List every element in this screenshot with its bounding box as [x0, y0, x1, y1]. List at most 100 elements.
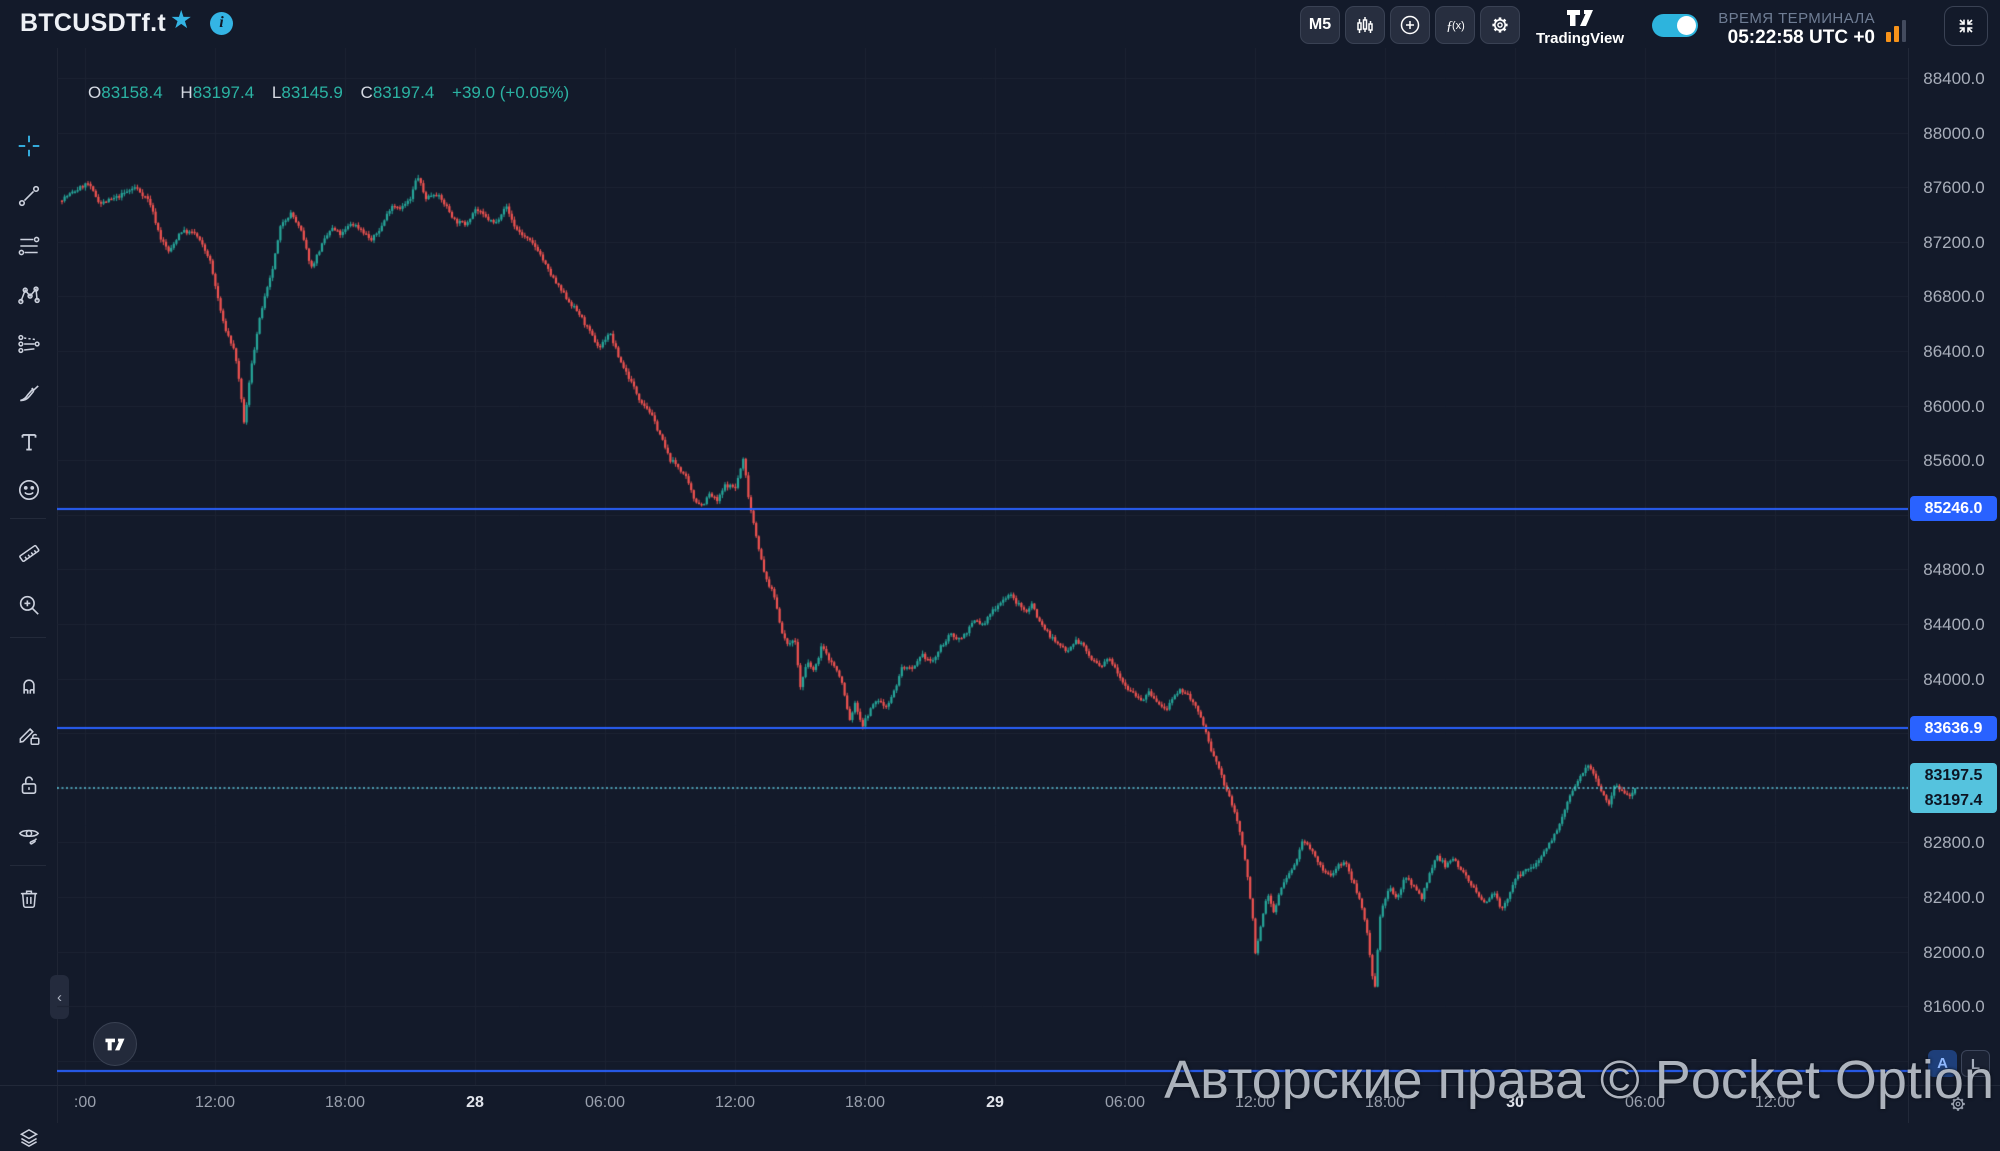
object-tree-icon[interactable] [16, 1125, 42, 1151]
symbol-title[interactable]: BTCUSDTf.t [20, 9, 167, 37]
ohlc-low-label: L [271, 83, 282, 102]
ohlc-high-label: H [180, 83, 193, 102]
info-icon[interactable]: i [210, 12, 233, 35]
time-tick-label: 30 [1506, 1094, 1524, 1111]
svg-text:(x): (x) [1452, 20, 1465, 32]
brush-icon[interactable] [16, 380, 42, 406]
time-axis[interactable]: :00 12:00 18:00 28 06:00 12:00 18:00 29 06:00 12:… [0, 1085, 2000, 1123]
candles-icon [1357, 17, 1373, 33]
ohlc-low-value: 83145.9 [281, 83, 343, 102]
toggle-knob [1677, 16, 1696, 35]
price-tick-label: 84000.0 [1923, 669, 1985, 689]
zoom-in-icon[interactable] [16, 592, 42, 618]
auto-scale-button[interactable]: A [1928, 1050, 1957, 1077]
ohlc-open-value: 83158.4 [101, 83, 163, 102]
settings-button[interactable] [1480, 6, 1520, 44]
ohlc-close-label: C [360, 83, 373, 102]
tradingview-label: TradingView [1535, 30, 1625, 47]
price-tick-label: 87600.0 [1923, 178, 1985, 198]
horizontal-lines-icon[interactable] [16, 233, 42, 259]
chart-type-button[interactable] [1345, 6, 1385, 44]
copyright-watermark: Авторские права © Pocket Option [1164, 1050, 1994, 1110]
level-price-label[interactable]: 85246.0 [1910, 496, 1997, 522]
current-price-label: 83197.5 83197.4 [1910, 763, 1997, 814]
drawing-toolbar [0, 48, 58, 1147]
collapse-arrows-icon [1959, 19, 1973, 33]
tradingview-logo[interactable]: TradingView [1528, 8, 1632, 47]
time-tick-label: 12:00 [1754, 1094, 1796, 1111]
price-tick-label: 85600.0 [1923, 451, 1985, 471]
tradingview-icon [1567, 10, 1593, 26]
ohlc-open-label: O [88, 83, 102, 102]
price-tick-label: 82000.0 [1923, 942, 1985, 962]
hide-drawings-icon[interactable] [16, 822, 42, 848]
terminal-time-label: ВРЕМЯ ТЕРМИНАЛА [1718, 10, 1875, 27]
price-tick-label: 86400.0 [1923, 342, 1985, 361]
indicators-button[interactable]: ƒ (x) [1435, 6, 1475, 44]
add-symbol-button[interactable] [1390, 6, 1430, 44]
lock-all-icon[interactable] [16, 772, 42, 798]
ohlc-high-value: 83197.4 [192, 83, 255, 102]
bid-price: 83197.4 [1924, 792, 1983, 810]
ohlc-change-value: +39.0 (+0.05%) [452, 83, 570, 102]
magnet-icon[interactable] [16, 672, 42, 698]
price-tick-label: 86800.0 [1923, 287, 1985, 307]
time-tick-label: :00 [73, 1094, 97, 1111]
price-axis[interactable]: 88400.0 88000.0 87600.0 87200.0 86800.0 86400… [1908, 48, 2000, 1085]
time-tick-label: 18:00 [324, 1094, 366, 1111]
connection-signal-icon [1886, 18, 1912, 42]
ohlc-readout: O83158.4 H83197.4 L83145.9 C83197.4 +39.… [88, 83, 582, 103]
tradingview-icon [105, 1038, 125, 1050]
star-icon[interactable]: ★ [170, 6, 193, 34]
toolbar-divider [10, 637, 46, 638]
terminal-time-value: 05:22:58 UTC +0 [1727, 27, 1875, 48]
time-tick-label: 12:00 [1234, 1094, 1276, 1111]
price-axis-separator [1908, 48, 1909, 1123]
ohlc-close-value: 83197.4 [372, 83, 435, 102]
price-tick-label: 82400.0 [1923, 888, 1985, 907]
log-scale-button[interactable]: L [1961, 1050, 1990, 1077]
terminal-time-toggle[interactable] [1652, 14, 1698, 37]
price-tick-label: 82800.0 [1923, 833, 1985, 853]
price-tick-label: 81600.0 [1923, 997, 1985, 1017]
exit-fullscreen-button[interactable] [1944, 6, 1988, 46]
time-tick-label: 06:00 [584, 1094, 626, 1111]
time-tick-label: 28 [466, 1094, 484, 1111]
price-tick-label: 88000.0 [1923, 123, 1985, 143]
tradingview-attribution-button[interactable] [93, 1022, 137, 1066]
time-tick-label: 12:00 [194, 1094, 236, 1111]
fx-icon: ƒ (x) [1446, 19, 1465, 34]
price-tick-label: 86000.0 [1923, 396, 1985, 416]
axis-settings-gear-icon[interactable] [1947, 1093, 1969, 1115]
toolbar-divider [10, 865, 46, 866]
draw-lock-icon[interactable] [16, 722, 42, 748]
remove-drawings-icon[interactable] [16, 885, 42, 911]
text-tool-icon[interactable] [16, 429, 42, 455]
price-tick-label: 88400.0 [1923, 69, 1985, 88]
plus-icon [1400, 15, 1420, 35]
trend-line-icon[interactable] [16, 183, 42, 209]
ruler-icon[interactable] [16, 540, 42, 566]
timeframe-button[interactable]: M5 [1300, 6, 1340, 44]
time-tick-label: 12:00 [714, 1094, 756, 1111]
price-tick-label: 84400.0 [1923, 615, 1985, 634]
time-tick-label: 18:00 [844, 1094, 886, 1111]
ask-price: 83197.5 [1924, 767, 1983, 785]
timeframe-label: M5 [1308, 16, 1332, 33]
emoji-icon[interactable] [16, 477, 42, 503]
candlestick-chart[interactable] [57, 48, 1908, 1085]
crosshair-icon[interactable] [16, 133, 42, 159]
time-tick-label: 18:00 [1364, 1094, 1406, 1111]
time-axis-separator [0, 1085, 2000, 1086]
time-tick-label: 06:00 [1624, 1094, 1666, 1111]
toolbar-divider [10, 518, 46, 519]
price-tick-label: 84800.0 [1923, 560, 1985, 580]
price-tick-label: 87200.0 [1923, 232, 1985, 252]
time-tick-label: 06:00 [1104, 1094, 1146, 1111]
xabcd-pattern-icon[interactable] [16, 282, 42, 308]
svg-text:ƒ: ƒ [1446, 19, 1453, 34]
forecast-icon[interactable] [16, 331, 42, 357]
gear-icon [1492, 17, 1508, 33]
time-tick-label: 29 [986, 1094, 1004, 1111]
level-price-label[interactable]: 83636.9 [1910, 715, 1997, 741]
